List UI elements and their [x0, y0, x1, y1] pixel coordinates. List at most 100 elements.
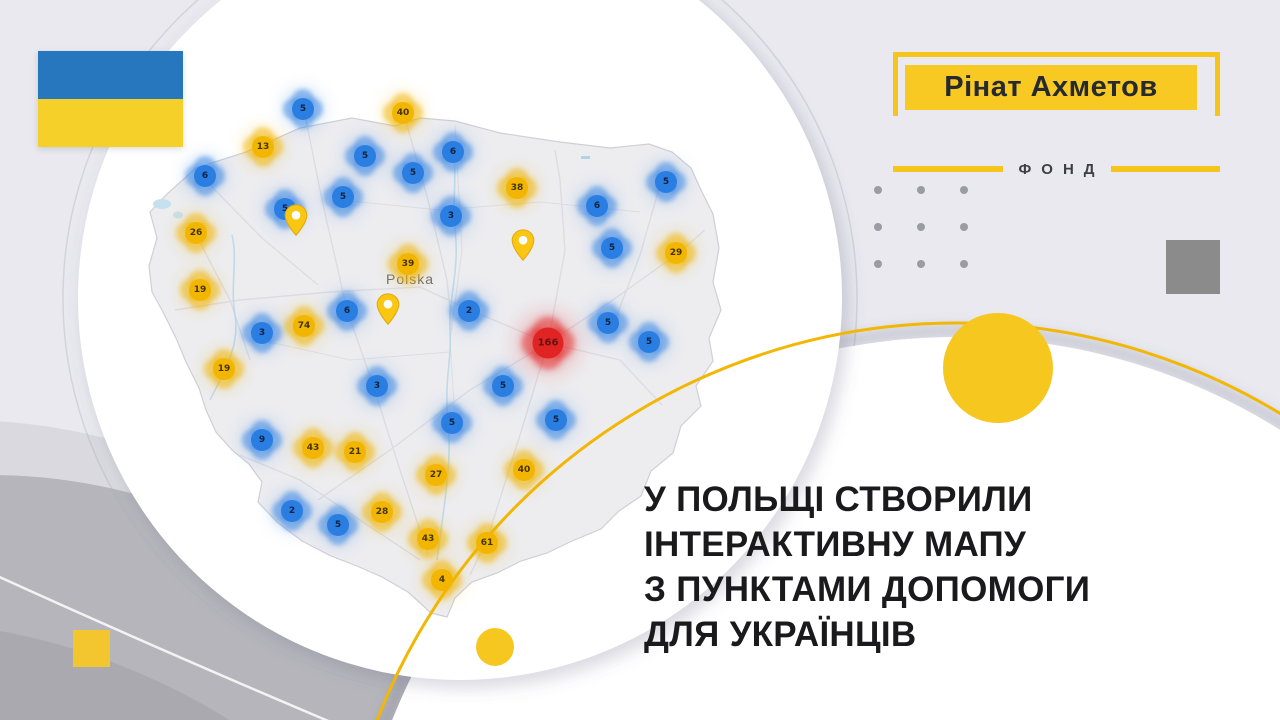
map-cluster-marker[interactable]: 26 [185, 222, 207, 244]
map-cluster-marker[interactable]: 166 [532, 327, 564, 359]
headline-line: ІНТЕРАКТИВНУ МАПУ [644, 525, 1027, 564]
logo-title: Рінат Ахметов [905, 65, 1197, 110]
cluster-count: 2 [288, 506, 296, 516]
cluster-count: 6 [201, 171, 209, 181]
map-cluster-marker[interactable]: 3 [440, 205, 462, 227]
cluster-count: 43 [421, 534, 435, 544]
map-cluster-marker[interactable]: 6 [586, 195, 608, 217]
cluster-count: 43 [306, 443, 320, 453]
map-cluster-marker[interactable]: 5 [601, 237, 623, 259]
logo-bar-right [1110, 166, 1220, 172]
map-cluster-marker[interactable]: 39 [397, 253, 419, 275]
roads [174, 114, 706, 576]
cluster-count: 9 [258, 435, 266, 445]
map-cluster-marker[interactable]: 3 [366, 375, 388, 397]
cluster-count: 5 [334, 520, 342, 530]
map-cluster-marker[interactable]: 5 [292, 98, 314, 120]
map-cluster-marker[interactable]: 43 [417, 528, 439, 550]
cluster-count: 5 [608, 243, 616, 253]
lake [173, 211, 183, 219]
cluster-count: 5 [604, 318, 612, 328]
map-cluster-marker[interactable]: 5 [441, 412, 463, 434]
map-cluster-marker[interactable]: 21 [344, 441, 366, 463]
map-cluster-marker[interactable]: 27 [425, 464, 447, 486]
cluster-count: 5 [299, 104, 307, 114]
map-cluster-marker[interactable]: 2 [281, 500, 303, 522]
decor-yellow-ring [375, 321, 1280, 720]
poland-landmass [148, 117, 722, 618]
logo-frame [893, 52, 1220, 116]
cluster-count: 5 [281, 204, 289, 214]
flag-yellow-stripe [38, 99, 183, 147]
map-cluster-marker[interactable]: 40 [392, 102, 414, 124]
cluster-count: 2 [465, 306, 473, 316]
headline-line: З ПУНКТАМИ ДОПОМОГИ [644, 570, 1091, 609]
map-pin-icon[interactable] [511, 229, 536, 267]
map-cluster-marker[interactable]: 38 [506, 177, 528, 199]
map-cluster-marker[interactable]: 5 [354, 145, 376, 167]
decor-dot [874, 223, 882, 231]
cluster-count: 61 [480, 538, 494, 548]
map-cluster-marker[interactable]: 5 [655, 171, 677, 193]
cluster-count: 3 [373, 381, 381, 391]
map-cluster-marker[interactable]: 19 [213, 358, 235, 380]
headline: У ПОЛЬЩІ СТВОРИЛИ ІНТЕРАКТИВНУ МАПУ З ПУ… [644, 477, 1244, 657]
map-cluster-marker[interactable]: 5 [597, 312, 619, 334]
cluster-count: 38 [510, 183, 524, 193]
akhmetov-foundation-logo: Рінат Ахметов ФОНД [893, 52, 1220, 178]
decor-dot [960, 186, 968, 194]
map-cluster-marker[interactable]: 5 [332, 186, 354, 208]
map-cluster-marker[interactable]: 5 [402, 162, 424, 184]
cluster-count: 5 [552, 415, 560, 425]
cluster-count: 6 [449, 147, 457, 157]
lake [153, 199, 171, 209]
decor-dot [917, 223, 925, 231]
decor-dot [960, 223, 968, 231]
cluster-count: 5 [645, 337, 653, 347]
decor-dot [917, 186, 925, 194]
map-cluster-marker[interactable]: 2 [458, 300, 480, 322]
cluster-count: 13 [256, 142, 270, 152]
cluster-count: 4 [438, 575, 446, 585]
map-cluster-marker[interactable]: 5 [327, 514, 349, 536]
map-cluster-marker[interactable]: 29 [665, 242, 687, 264]
decor-white-arc [0, 575, 330, 720]
map-cluster-marker[interactable]: 6 [194, 165, 216, 187]
cluster-count: 6 [343, 306, 351, 316]
map-cluster-marker[interactable]: 74 [293, 315, 315, 337]
cluster-count: 5 [339, 192, 347, 202]
map-cluster-marker[interactable]: 9 [251, 429, 273, 451]
cluster-count: 5 [361, 151, 369, 161]
decor-gray-circle-dark [0, 631, 230, 720]
map-cluster-marker[interactable]: 6 [442, 141, 464, 163]
map-pin-icon[interactable] [284, 204, 309, 242]
map-cluster-marker[interactable]: 4 [431, 569, 453, 591]
map-cluster-marker[interactable]: 13 [252, 136, 274, 158]
cluster-count: 28 [375, 507, 389, 517]
map-cluster-marker[interactable]: 6 [336, 300, 358, 322]
map-cluster-marker[interactable]: 40 [513, 459, 535, 481]
map-cluster-marker[interactable]: 5 [638, 331, 660, 353]
cluster-count: 40 [396, 108, 410, 118]
logo-bar-left [893, 166, 1003, 172]
cluster-count: 26 [189, 228, 203, 238]
logo-subtitle-row: ФОНД [893, 158, 1220, 180]
cluster-count: 39 [401, 259, 415, 269]
map-cluster-marker[interactable]: 43 [302, 437, 324, 459]
decor-gray-square [1166, 240, 1220, 294]
map-cluster-marker[interactable]: 5 [492, 375, 514, 397]
decor-yellow-square [73, 630, 110, 667]
map-pin-icon[interactable] [376, 293, 401, 331]
map-cluster-marker[interactable]: 19 [189, 279, 211, 301]
cluster-count: 29 [669, 248, 683, 258]
cluster-count: 19 [193, 285, 207, 295]
cluster-count: 5 [448, 418, 456, 428]
map-cluster-marker[interactable]: 28 [371, 501, 393, 523]
map-cluster-marker[interactable]: 3 [251, 322, 273, 344]
map-cluster-marker[interactable]: 61 [476, 532, 498, 554]
map-cluster-marker[interactable]: 5 [545, 409, 567, 431]
